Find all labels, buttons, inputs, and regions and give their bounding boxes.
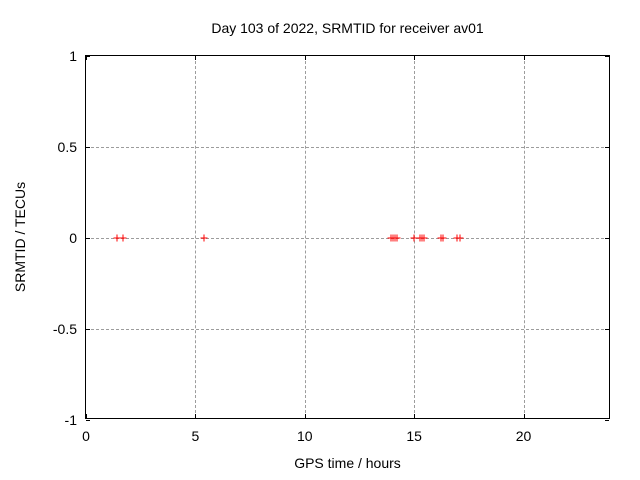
x-tick-mark-bottom xyxy=(523,414,525,418)
x-tick-label: 15 xyxy=(406,428,422,444)
y-tick-mark-left xyxy=(86,420,90,421)
y-tick-label: 0 xyxy=(69,230,77,246)
x-tick-label: 10 xyxy=(296,428,313,444)
y-tick-mark-right xyxy=(605,238,609,239)
data-point-marker xyxy=(456,234,464,242)
data-point-marker xyxy=(200,234,208,242)
x-tick-label: 0 xyxy=(82,428,90,444)
x-tick-mark-top xyxy=(195,56,197,60)
y-tick-mark-left xyxy=(86,147,90,148)
y-tick-mark-right xyxy=(605,329,609,330)
x-tick-label: 5 xyxy=(191,428,200,444)
data-point-marker xyxy=(420,234,428,242)
x-gridline xyxy=(304,56,306,418)
y-axis-label: SRMTID / TECUs xyxy=(12,181,28,293)
data-point-marker xyxy=(393,234,401,242)
plot-area: 0 5 10 15 20 1 0.5 0 -0.5 -1 xyxy=(53,48,610,444)
y-tick-mark-right xyxy=(605,56,609,57)
x-tick-mark-top xyxy=(304,56,306,60)
x-gridline xyxy=(195,56,197,418)
data-point-marker xyxy=(119,234,127,242)
y-gridline xyxy=(86,329,609,330)
y-tick-mark-left xyxy=(86,329,90,330)
x-tick-label: 20 xyxy=(515,428,532,444)
x-tick-mark-bottom xyxy=(86,414,87,418)
y-tick-mark-right xyxy=(605,420,609,421)
y-tick-mark-left xyxy=(86,238,90,239)
data-point-marker xyxy=(113,234,121,242)
chart-title: Day 103 of 2022, SRMTID for receiver av0… xyxy=(211,20,484,36)
y-tick-label: -0.5 xyxy=(52,321,77,337)
x-tick-mark-bottom xyxy=(414,414,416,418)
x-gridline xyxy=(523,56,525,418)
x-tick-mark-top xyxy=(523,56,525,60)
y-tick-mark-right xyxy=(605,147,609,148)
y-tick-mark-left xyxy=(86,56,90,57)
y-tick-label: -1 xyxy=(64,412,77,428)
x-axis-label: GPS time / hours xyxy=(294,455,401,471)
y-tick-label: 1 xyxy=(69,48,77,64)
x-tick-mark-bottom xyxy=(304,414,306,418)
y-gridline xyxy=(86,147,609,148)
x-tick-mark-top xyxy=(86,56,87,60)
y-tick-label: 0.5 xyxy=(57,139,77,155)
y-gridline xyxy=(86,238,609,239)
data-point-marker xyxy=(410,234,418,242)
data-point-marker xyxy=(439,234,447,242)
x-tick-mark-bottom xyxy=(195,414,197,418)
x-tick-mark-top xyxy=(414,56,416,60)
x-gridline xyxy=(414,56,416,418)
